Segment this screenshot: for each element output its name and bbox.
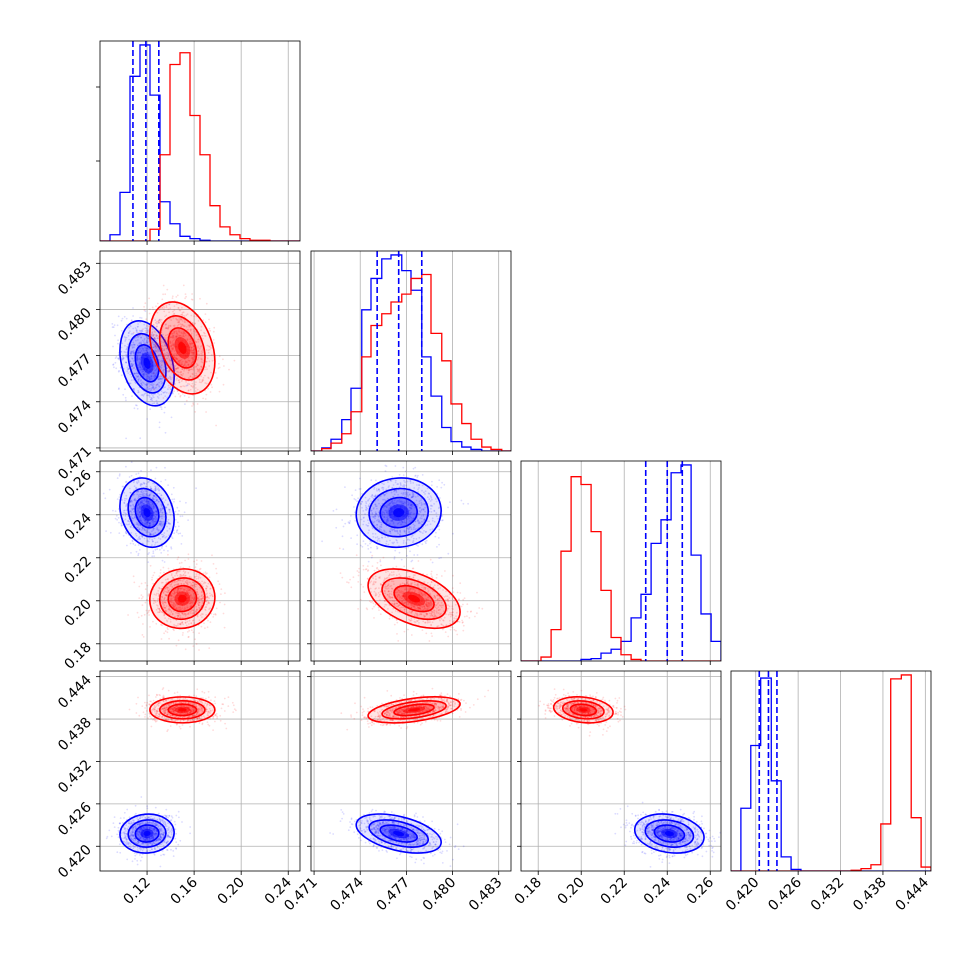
contour-series-0-level-4	[393, 830, 405, 837]
contour-series-1-level-4	[178, 341, 187, 354]
y-tick-label: 0.438	[55, 715, 95, 755]
histogram-series-0	[311, 254, 511, 451]
x-tick-label: 0.420	[723, 875, 763, 915]
contour-series-1-level-4	[178, 708, 187, 712]
y-tick-label: 0.20	[61, 596, 94, 629]
grid-lines	[755, 671, 926, 871]
grid-lines	[537, 461, 711, 661]
y-tick-label: 0.432	[55, 757, 95, 797]
panel-3-1: 0.471 0.474 0.477 0.480 0.483	[281, 670, 512, 915]
contour-series-0-level-4	[143, 508, 151, 518]
panel-frame	[99, 40, 301, 242]
x-tick-label: 0.22	[598, 875, 631, 908]
contour-series-1-level-4	[408, 708, 421, 712]
histogram-series-1	[731, 674, 931, 871]
grid-lines	[100, 251, 300, 451]
scatter-series-1	[129, 284, 236, 427]
grid-lines	[146, 41, 289, 241]
panel-3-2: 0.18 0.20 0.22 0.24 0.26	[512, 670, 722, 908]
y-tick-label: 0.420	[55, 842, 95, 882]
x-tick-label: 0.20	[555, 875, 588, 908]
contour-series-0-level-4	[664, 831, 674, 837]
y-tick-label: 0.444	[55, 672, 95, 712]
x-tick-label: 0.474	[327, 874, 367, 914]
histogram-series-0	[731, 677, 931, 871]
grid-lines	[313, 251, 500, 451]
histogram-series-0	[100, 44, 300, 241]
x-tick-label: 0.483	[466, 875, 506, 915]
contour-series-1-level-4	[408, 594, 421, 603]
y-tick-label: 0.474	[55, 397, 95, 437]
x-tick-label: 0.477	[374, 875, 414, 915]
panel-frame	[520, 460, 722, 662]
x-tick-label: 0.426	[765, 874, 805, 914]
panel-0-0	[96, 40, 301, 245]
y-tick-label: 0.480	[55, 305, 95, 345]
panel-2-1	[307, 460, 512, 665]
panel-2-2	[520, 460, 722, 665]
panel-frame	[310, 460, 512, 662]
x-tick-label: 0.438	[850, 875, 890, 915]
y-tick-label: 0.477	[55, 351, 95, 391]
y-tick-label: 0.24	[61, 510, 94, 543]
grid-lines	[100, 461, 300, 661]
panel-frame	[99, 670, 301, 872]
panel-frame	[520, 670, 722, 872]
histogram-series-1	[311, 273, 511, 451]
panel-frame	[310, 670, 512, 872]
y-tick-label: 0.483	[55, 259, 95, 299]
x-tick-label: 0.444	[893, 874, 933, 914]
y-tick-label: 0.426	[55, 799, 95, 839]
panel-frame	[730, 670, 932, 872]
panel-frame	[99, 250, 301, 452]
panel-frame	[99, 460, 301, 662]
x-tick-label: 0.480	[420, 875, 460, 915]
histogram-series-1	[521, 476, 721, 661]
contour-series-0-level-4	[393, 508, 405, 518]
grid-lines	[311, 671, 511, 871]
contour-series-1-level-4	[579, 708, 588, 712]
x-tick-label: 0.26	[684, 874, 717, 907]
histogram-series-0	[521, 464, 721, 661]
panel-1-1	[310, 250, 512, 455]
x-tick-label: 0.16	[168, 874, 201, 907]
contour-series-1-level-4	[178, 594, 187, 603]
x-tick-label: 0.12	[121, 875, 154, 908]
panel-frame	[310, 250, 512, 452]
y-tick-label: 0.18	[61, 639, 94, 672]
x-tick-label: 0.18	[512, 875, 545, 908]
panel-3-3: 0.420 0.426 0.432 0.438 0.444	[723, 670, 933, 915]
x-tick-label: 0.432	[808, 875, 848, 915]
panel-2-0: 0.180.200.220.240.26	[61, 460, 301, 673]
x-tick-label: 0.20	[215, 875, 248, 908]
contour-series-0-level-4	[143, 357, 151, 369]
x-tick-label: 0.24	[641, 874, 674, 907]
y-tick-label: 0.22	[61, 553, 94, 586]
contour-series-0-level-4	[143, 830, 151, 837]
histogram-series-1	[100, 52, 300, 241]
